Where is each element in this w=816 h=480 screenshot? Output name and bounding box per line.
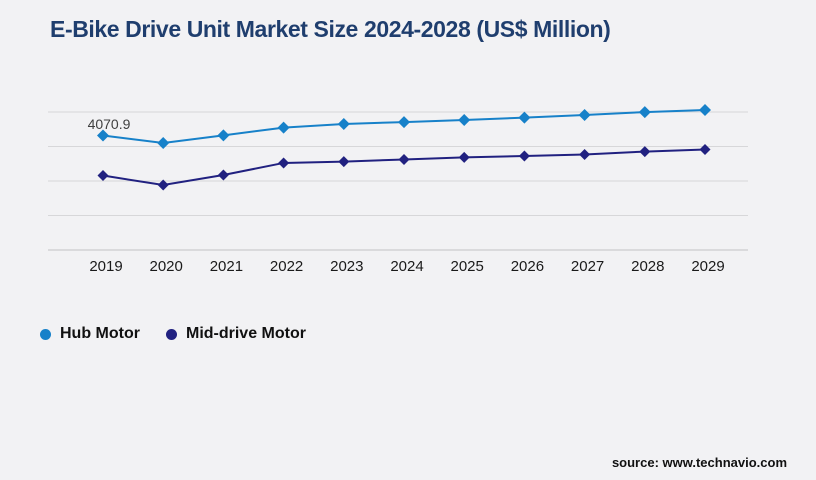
hub-motor-point: [217, 129, 230, 142]
hub-motor-legend-dot-icon: [40, 328, 51, 340]
legend-item-hub-motor: Hub Motor: [40, 325, 140, 343]
hub-motor-point: [337, 117, 350, 130]
x-tick-label: 2027: [571, 258, 604, 275]
x-tick-label: 2025: [451, 258, 484, 275]
hub-motor-point: [458, 114, 471, 127]
x-tick-label: 2020: [150, 258, 183, 275]
chart-title: E-Bike Drive Unit Market Size 2024-2028 …: [50, 16, 611, 42]
hub-motor-point: [97, 129, 109, 142]
x-tick-label: 2022: [270, 258, 303, 275]
mid-drive-point: [579, 149, 591, 161]
mid-drive-point: [518, 150, 530, 162]
x-tick-label: 2028: [631, 258, 664, 275]
x-tick-label: 2026: [511, 258, 544, 275]
hub-motor-point: [277, 121, 290, 134]
mid-drive-motor-legend-label: Mid-drive Motor: [185, 325, 306, 342]
source-attribution: source: www.technavio.com: [611, 455, 787, 470]
mid-drive-point: [97, 170, 109, 182]
mid-drive-point: [217, 169, 229, 181]
hub-motor-point: [157, 136, 170, 149]
mid-drive-point: [338, 156, 350, 168]
hub-motor-point: [699, 104, 711, 117]
hub-motor-legend-label: Hub Motor: [60, 325, 140, 342]
hub-motor-point: [578, 109, 591, 122]
hub-motor-point: [518, 111, 531, 124]
mid-drive-motor-legend-dot-icon: [165, 328, 177, 340]
x-tick-label: 2021: [210, 258, 243, 275]
chart-legend: Hub Motor Mid-drive Motor: [40, 325, 306, 343]
legend-item-mid-drive-motor: Mid-drive Motor: [165, 325, 306, 343]
x-tick-label: 2023: [330, 258, 363, 275]
first-point-value-label: 4070.9: [88, 116, 131, 132]
mid-drive-point: [639, 146, 651, 158]
mid-drive-point: [278, 157, 290, 169]
mid-drive-point: [157, 179, 169, 191]
mid-drive-point: [458, 151, 470, 163]
x-tick-label: 2024: [390, 258, 423, 275]
x-tick-label: 2019: [89, 258, 122, 275]
hub-motor-point: [398, 116, 410, 129]
hub-motor-point: [638, 106, 651, 119]
mid-drive-point: [398, 154, 410, 166]
x-tick-label: 2029: [691, 258, 724, 275]
mid-drive-point: [699, 144, 711, 156]
